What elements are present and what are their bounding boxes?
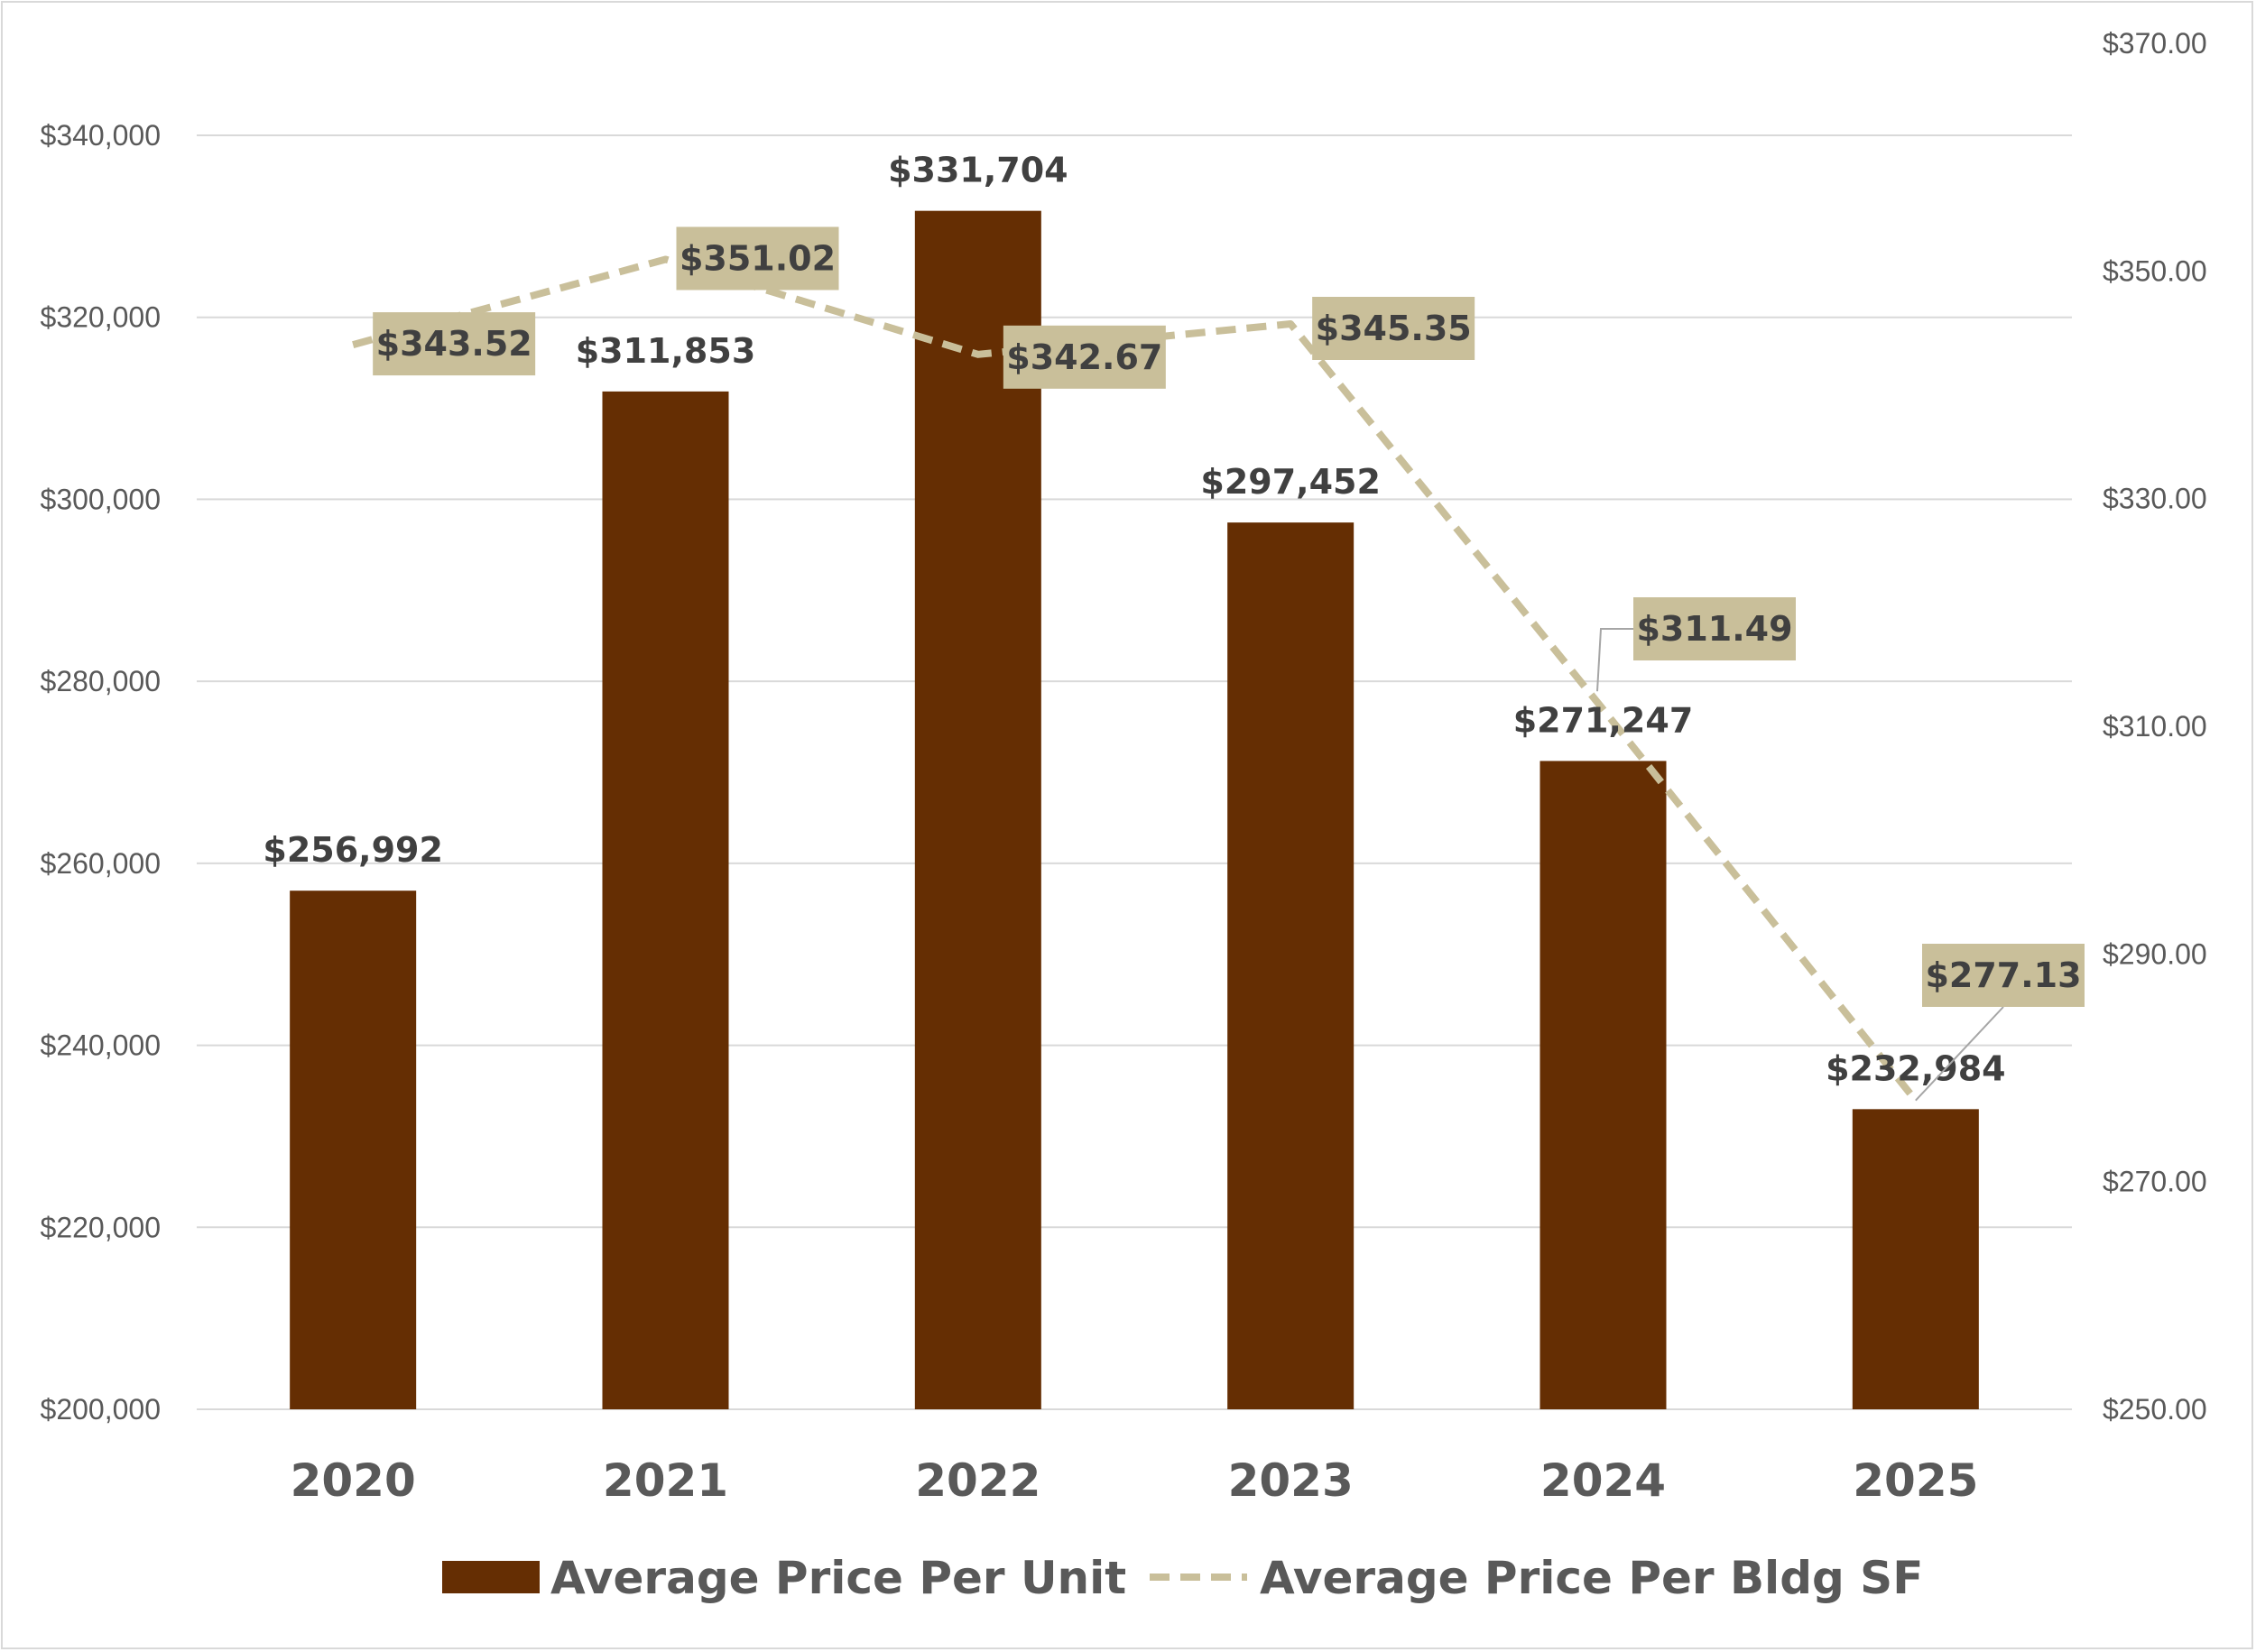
left-axis-tick-label: $280,000	[41, 665, 161, 697]
bar-2024	[1539, 761, 1667, 1409]
gridlines	[197, 134, 2072, 1410]
line-label-box	[373, 312, 536, 376]
x-axis-category-label: 2023	[1228, 1454, 1354, 1507]
line-label-box	[1922, 944, 2085, 1007]
x-axis-category-label: 2022	[915, 1454, 1040, 1507]
line-label-box	[1312, 297, 1475, 361]
right-axis-tick-label: $370.00	[2103, 27, 2207, 60]
bar-2023	[1227, 522, 1355, 1409]
x-axis-category-label: 2020	[291, 1454, 416, 1507]
line-value-label: $343.52	[376, 324, 532, 364]
right-axis-tick-label: $290.00	[2103, 937, 2207, 970]
line-label-box	[1003, 325, 1166, 389]
bar-value-label: $297,452	[1200, 462, 1381, 502]
legend-label-bar: Average Price Per Unit	[550, 1552, 1126, 1604]
right-axis-tick-label: $270.00	[2103, 1166, 2207, 1198]
legend-label-line: Average Price Per Bldg SF	[1260, 1552, 1923, 1604]
right-axis: $250.00 $270.00 $290.00 $310.00 $330.00 $350.…	[2103, 27, 2207, 1426]
bar-2025	[1852, 1109, 1979, 1409]
bar-2022	[914, 210, 1041, 1409]
bar-value-label: $331,704	[888, 151, 1068, 190]
legend: Average Price Per Unit Average Price Per …	[442, 1552, 1923, 1604]
bar-series	[290, 210, 1979, 1410]
bar-data-labels: $256,992 $311,853 $331,704 $297,452 $271,247…	[263, 151, 2005, 1089]
bar-value-label: $271,247	[1513, 700, 1694, 740]
right-axis-tick-label: $310.00	[2103, 710, 2207, 743]
line-value-label: $342.67	[1006, 337, 1162, 377]
bar-value-label: $232,984	[1826, 1048, 2006, 1088]
x-axis: 2020 2021 2022 2023 2024 2025	[291, 1454, 1979, 1507]
x-axis-category-label: 2024	[1540, 1454, 1666, 1507]
bar-value-label: $311,853	[576, 331, 756, 371]
right-axis-tick-label: $350.00	[2103, 254, 2207, 287]
legend-swatch-bar	[442, 1561, 540, 1593]
leader-line	[1915, 1006, 2004, 1102]
left-axis-tick-label: $340,000	[41, 119, 161, 152]
line-data-labels: $343.52 $351.02 $342.67 $345.35 $311.49 $277.…	[373, 226, 2085, 1102]
left-axis-tick-label: $240,000	[41, 1029, 161, 1062]
right-axis-tick-label: $250.00	[2103, 1393, 2207, 1426]
right-axis-tick-label: $330.00	[2103, 483, 2207, 515]
left-axis-tick-label: $320,000	[41, 301, 161, 334]
line-label-box	[676, 226, 839, 291]
left-axis: $200,000 $220,000 $240,000 $260,000 $280,000…	[41, 119, 161, 1426]
leader-line	[1596, 628, 1633, 692]
line-value-label: $345.35	[1316, 309, 1472, 348]
bar-2021	[602, 391, 729, 1410]
x-axis-category-label: 2025	[1853, 1454, 1978, 1507]
left-axis-tick-label: $300,000	[41, 483, 161, 515]
line-label-box	[1633, 597, 1796, 660]
left-axis-tick-label: $220,000	[41, 1211, 161, 1243]
line-value-label: $351.02	[680, 238, 836, 278]
bar-value-label: $256,992	[263, 830, 443, 870]
line-value-label: $311.49	[1636, 609, 1792, 649]
bar-2020	[290, 891, 417, 1409]
line-value-label: $277.13	[1925, 955, 2081, 995]
left-axis-tick-label: $260,000	[41, 847, 161, 880]
x-axis-category-label: 2021	[603, 1454, 728, 1507]
left-axis-tick-label: $200,000	[41, 1393, 161, 1426]
